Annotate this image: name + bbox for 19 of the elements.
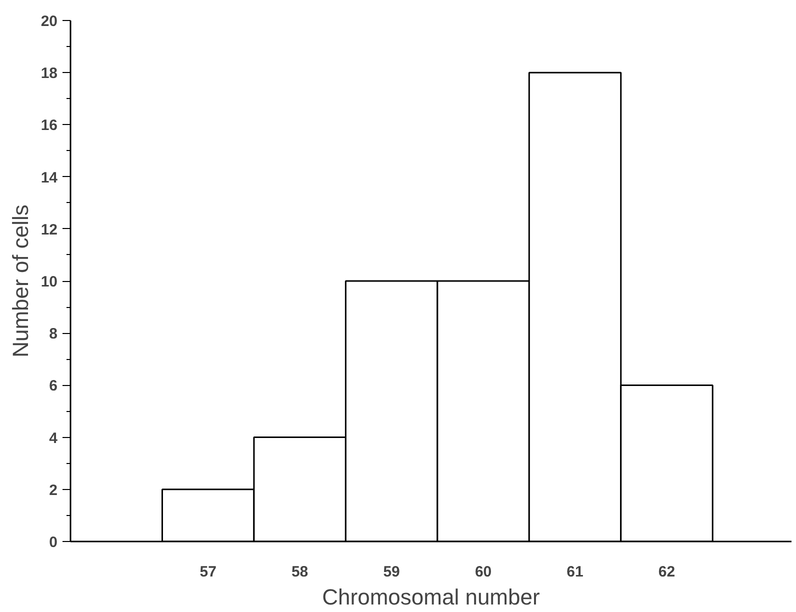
x-tick-label: 61: [566, 564, 584, 580]
y-tick-label: 8: [49, 326, 58, 343]
y-tick-label: 2: [49, 482, 58, 499]
y-tick-label: 10: [40, 274, 58, 290]
x-tick-label: 57: [200, 564, 216, 580]
y-axis-title: Number of cells: [8, 204, 33, 358]
x-axis-title: Chromosomal number: [322, 584, 540, 610]
y-tick-label: 14: [40, 169, 58, 186]
y-tick-label: 0: [49, 534, 58, 551]
y-tick-label: 18: [40, 65, 58, 82]
y-tick-label: 20: [40, 13, 58, 30]
y-tick-label: 16: [40, 117, 58, 134]
x-tick-label: 59: [383, 564, 400, 580]
y-tick-label: 6: [49, 378, 58, 395]
x-tick-label: 58: [291, 564, 308, 580]
x-tick-label: 60: [474, 564, 492, 580]
y-tick-label: 4: [49, 430, 58, 447]
x-tick-label: 62: [658, 564, 676, 580]
y-tick-label: 12: [40, 221, 58, 238]
